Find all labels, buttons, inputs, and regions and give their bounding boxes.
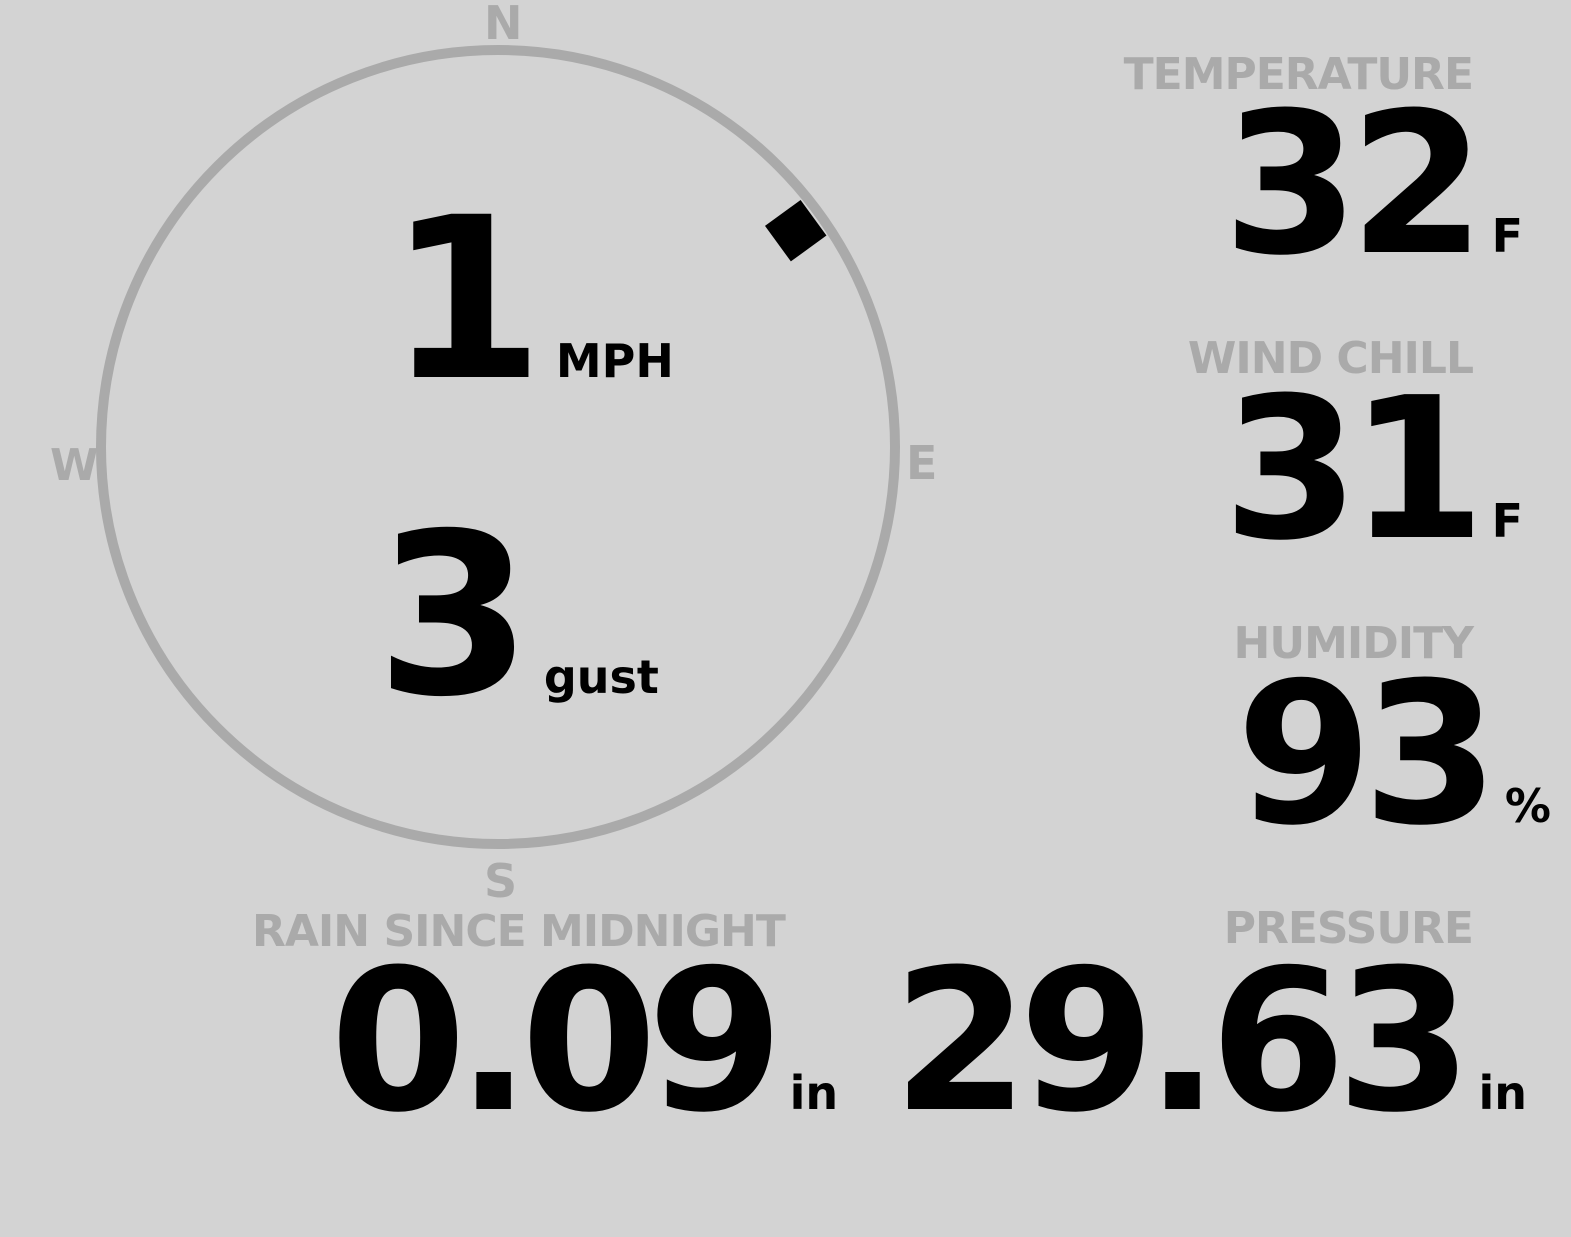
temperature-reading: 32 F xyxy=(1222,71,1523,299)
wind-direction-marker xyxy=(764,199,827,262)
pressure-unit: in xyxy=(1478,1066,1527,1120)
rain-value: 0.09 xyxy=(330,928,784,1156)
wind-gust: 3 gust xyxy=(376,485,659,746)
pressure-reading: 29.63 in xyxy=(892,928,1527,1156)
wind-chill-value: 31 xyxy=(1222,356,1486,584)
rain-reading: 0.09 in xyxy=(330,928,839,1156)
wind-chill-reading: 31 F xyxy=(1222,356,1523,584)
wind-gust-value: 3 xyxy=(376,485,532,746)
wind-speed-unit: MPH xyxy=(555,334,674,388)
wind-speed: 1 MPH xyxy=(388,169,674,430)
temperature-value: 32 xyxy=(1222,71,1486,299)
compass-n: N xyxy=(484,0,523,50)
temperature-label: TEMPERATURE xyxy=(1123,49,1474,100)
temperature-unit: F xyxy=(1491,209,1523,263)
humidity-value: 93 xyxy=(1236,641,1499,869)
rain-label: RAIN SINCE MIDNIGHT xyxy=(252,906,786,957)
humidity-reading: 93 % xyxy=(1236,641,1551,869)
humidity-unit: % xyxy=(1504,779,1551,833)
pressure-label: PRESSURE xyxy=(1223,903,1474,954)
wind-chill-label: WIND CHILL xyxy=(1187,333,1474,384)
wind-gust-label: gust xyxy=(543,650,659,704)
compass-w: W xyxy=(50,440,99,491)
rain-unit: in xyxy=(789,1066,839,1120)
wind-speed-value: 1 xyxy=(388,169,544,430)
compass-ring xyxy=(96,45,900,849)
humidity-label: HUMIDITY xyxy=(1233,618,1474,669)
compass-e: E xyxy=(906,436,938,490)
pressure-value: 29.63 xyxy=(892,928,1473,1156)
wind-chill-unit: F xyxy=(1491,494,1523,548)
compass-s: S xyxy=(484,854,518,908)
